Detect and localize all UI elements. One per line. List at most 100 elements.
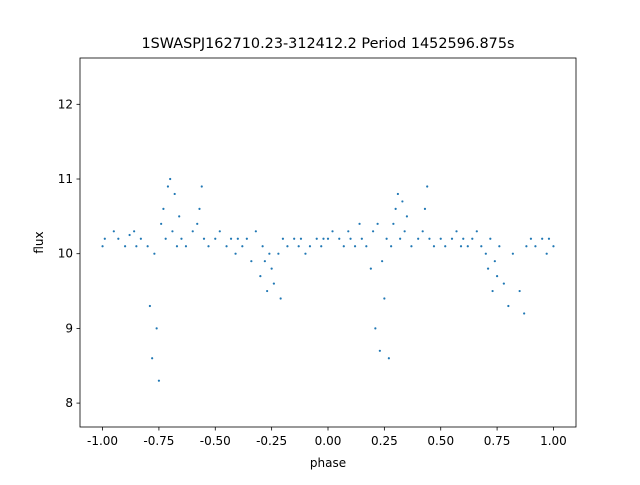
data-point	[123, 245, 127, 248]
data-point	[279, 297, 282, 300]
data-point	[444, 245, 447, 248]
data-point	[541, 237, 544, 240]
data-point	[417, 237, 420, 240]
data-point	[326, 237, 330, 240]
data-point	[493, 260, 496, 263]
chart-title: 1SWASPJ162710.23-312412.2 Period 1452596…	[142, 36, 515, 52]
data-point	[378, 349, 381, 352]
data-point	[304, 252, 307, 255]
x-tick-label: -0.50	[200, 434, 231, 448]
data-point	[214, 237, 217, 240]
data-point	[511, 252, 514, 255]
data-point	[360, 237, 363, 240]
data-point	[277, 252, 280, 255]
data-point	[164, 237, 167, 240]
x-tick-label: 0.75	[484, 434, 511, 448]
data-point	[151, 357, 154, 360]
data-point	[250, 260, 253, 263]
data-point	[322, 237, 325, 240]
data-point	[552, 245, 555, 248]
data-point	[383, 297, 386, 300]
data-point	[148, 304, 151, 308]
data-point	[486, 267, 490, 270]
data-point	[162, 207, 165, 210]
data-point	[133, 230, 136, 233]
data-point	[266, 289, 269, 293]
data-point	[371, 230, 375, 233]
data-point	[410, 245, 413, 248]
data-point	[525, 245, 528, 248]
x-tick-label: -1.00	[87, 434, 118, 448]
data-point	[263, 260, 266, 263]
data-point	[259, 275, 262, 278]
data-point	[112, 230, 115, 233]
y-tick-label: 11	[58, 172, 73, 186]
data-point	[529, 237, 533, 240]
data-point	[153, 252, 156, 255]
x-tick-label: 0.50	[427, 434, 454, 448]
data-point	[241, 245, 244, 248]
data-point	[387, 357, 390, 360]
data-point	[261, 245, 264, 248]
data-point	[381, 260, 384, 263]
data-point	[547, 237, 551, 240]
data-point	[369, 267, 372, 270]
x-tick-label: -0.25	[256, 434, 287, 448]
data-point	[135, 245, 138, 248]
x-tick-label: 0.00	[315, 434, 342, 448]
x-axis-label: phase	[310, 456, 346, 470]
data-point	[225, 245, 228, 248]
data-point	[320, 245, 323, 248]
data-point	[385, 237, 388, 240]
data-point	[426, 185, 429, 188]
data-point	[331, 230, 334, 233]
data-point	[374, 327, 377, 330]
data-point	[471, 237, 474, 240]
data-point	[166, 185, 170, 188]
y-axis-label: flux	[32, 231, 46, 253]
data-point	[518, 289, 521, 293]
data-point	[376, 222, 379, 225]
data-point	[390, 245, 393, 248]
data-points	[101, 177, 555, 382]
data-point	[507, 304, 510, 308]
data-point	[139, 237, 142, 240]
data-point	[347, 230, 350, 233]
data-point	[155, 327, 158, 330]
data-point	[423, 207, 427, 210]
data-point	[146, 245, 149, 248]
data-point	[315, 237, 318, 240]
data-point	[475, 230, 478, 233]
data-point	[268, 252, 271, 255]
data-point	[196, 222, 199, 225]
data-point	[184, 245, 188, 248]
data-point	[128, 233, 131, 237]
y-tick-label: 8	[65, 396, 73, 410]
data-point	[299, 237, 303, 240]
data-point	[117, 237, 120, 240]
x-tick-label: 0.25	[371, 434, 398, 448]
data-point	[353, 245, 357, 248]
y-tick-label: 12	[58, 97, 73, 111]
data-point	[495, 275, 499, 278]
data-point	[396, 192, 399, 196]
data-point	[403, 230, 406, 233]
data-point	[191, 230, 194, 233]
data-point	[207, 245, 210, 248]
data-point	[236, 237, 239, 240]
data-point	[349, 237, 352, 240]
data-point	[545, 252, 548, 255]
data-point	[455, 230, 458, 233]
data-point	[200, 185, 203, 188]
data-point	[245, 237, 248, 240]
data-point	[308, 245, 312, 248]
data-point	[484, 252, 487, 255]
data-point	[523, 312, 526, 315]
y-tick-label: 10	[58, 247, 73, 261]
data-point	[480, 245, 483, 248]
data-point	[293, 237, 296, 240]
data-point	[399, 237, 402, 240]
x-tick-label: 1.00	[540, 434, 567, 448]
